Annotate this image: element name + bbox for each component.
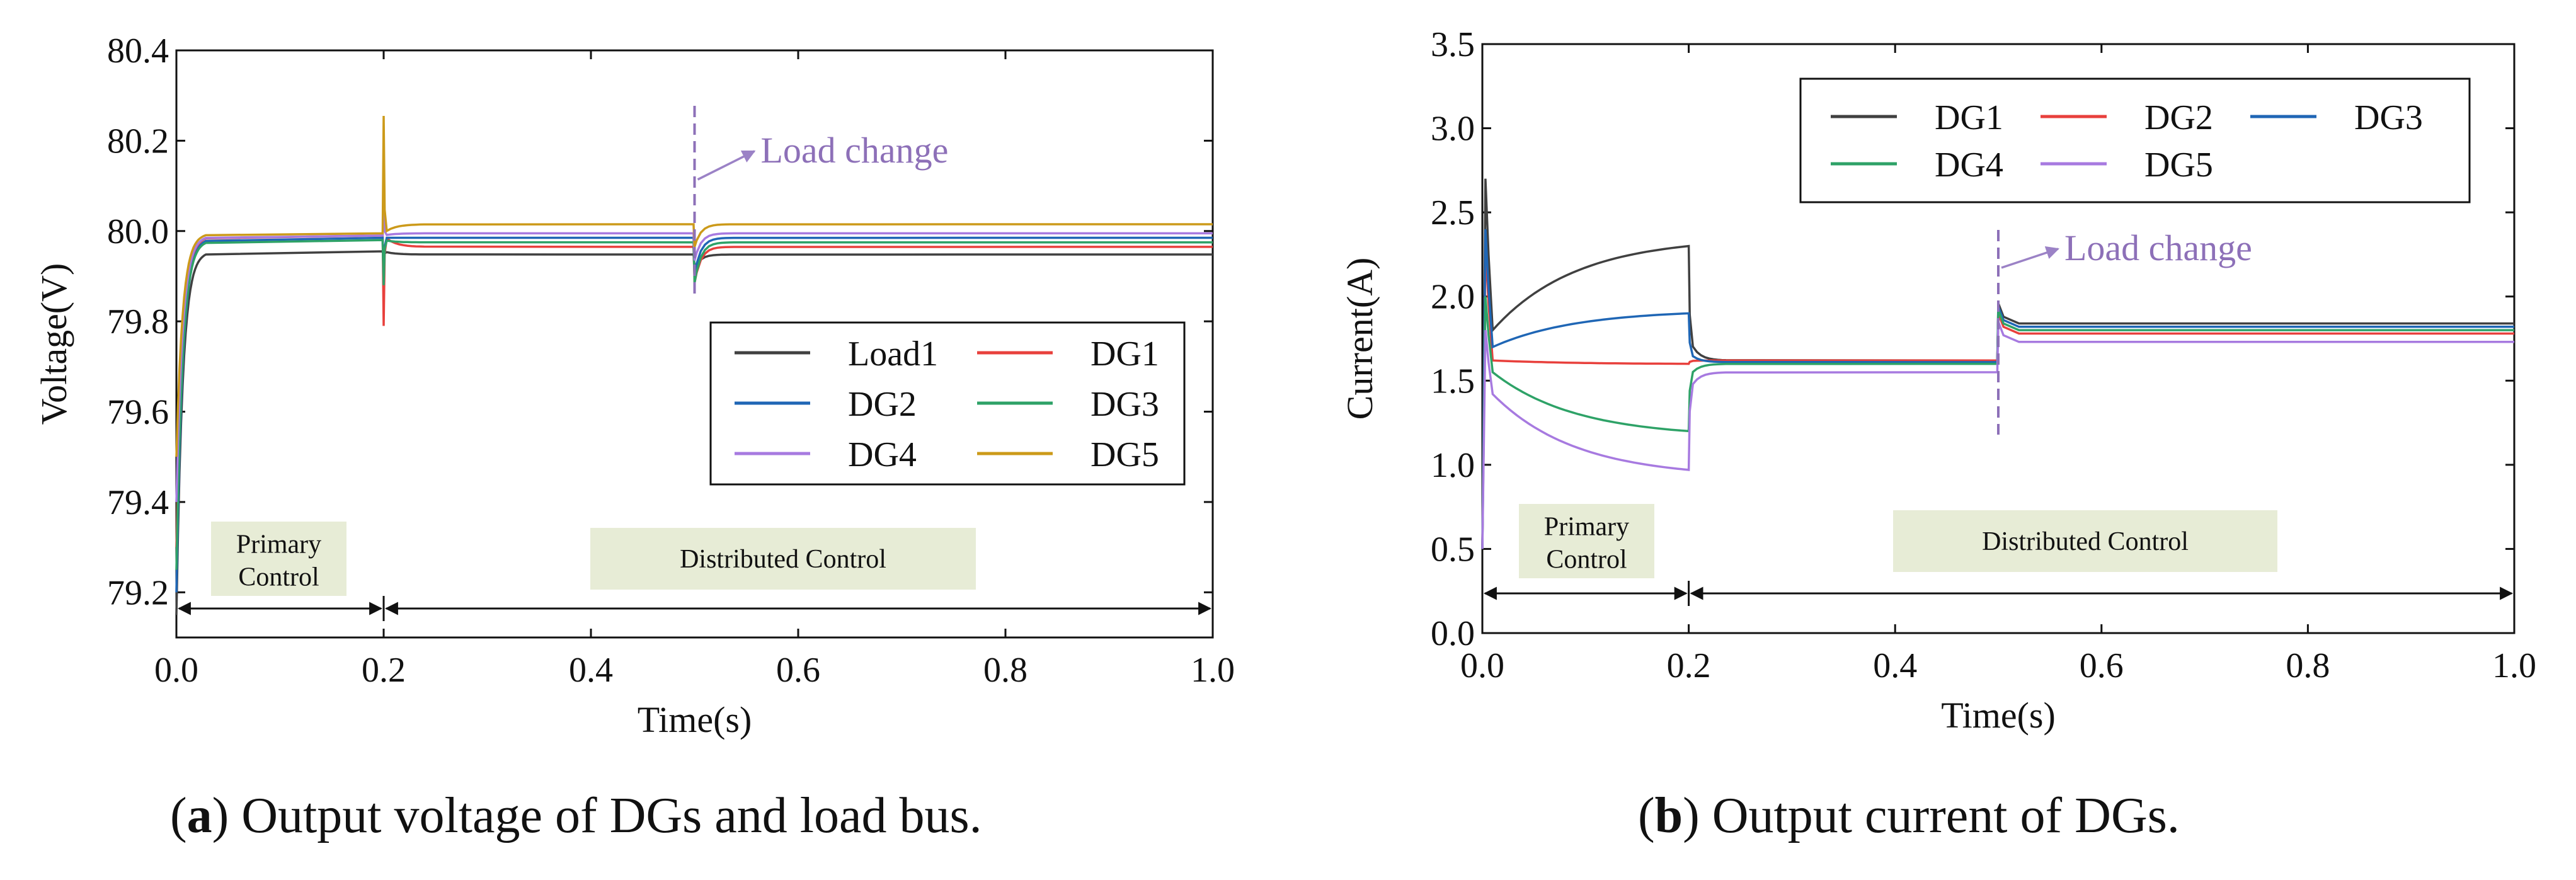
legend-label-dg3: DG3 xyxy=(1091,385,1159,424)
y-tick-label: 2.5 xyxy=(1431,193,1475,232)
y-tick-label: 3.5 xyxy=(1431,25,1475,64)
load-change-label: Load change xyxy=(761,130,949,171)
y-tick-label: 80.4 xyxy=(107,31,169,71)
series-line-dg4 xyxy=(175,213,1213,502)
load-change-arrow xyxy=(697,150,756,181)
y-tick-label: 80.2 xyxy=(107,122,169,161)
legend-label-dg1: DG1 xyxy=(1091,334,1159,374)
series-line-dg3 xyxy=(1481,229,2514,549)
x-tick-label: 1.0 xyxy=(2492,646,2536,685)
x-tick-label: 1.0 xyxy=(1191,651,1235,690)
series-line-dg1 xyxy=(1481,178,2514,549)
legend-label-dg5: DG5 xyxy=(2144,146,2213,185)
load-change-label: Load change xyxy=(2064,227,2252,268)
x-tick-label: 0.0 xyxy=(154,651,198,690)
series-line-dg5 xyxy=(1481,321,2514,549)
voltage-chart: 0.0 0.2 0.4 0.6 0.8 1.0 79.2 79.4 79.6 79.8 80.0 80… xyxy=(33,31,1235,740)
caption-letter: b xyxy=(1654,788,1683,843)
distributed-control-label: Distributed Control xyxy=(680,545,886,574)
x-tick-label: 0.2 xyxy=(362,651,406,690)
y-tick-label: 3.0 xyxy=(1431,110,1475,149)
x-tick-label: 0.6 xyxy=(2080,646,2124,685)
x-axis-label: Time(s) xyxy=(638,699,752,740)
y-axis-label: Current(A) xyxy=(1339,258,1380,420)
x-tick-label: 0.4 xyxy=(569,651,613,690)
legend-box xyxy=(1799,77,2471,203)
x-tick-label: 0.8 xyxy=(983,651,1028,690)
distributed-control-label: Distributed Control xyxy=(1982,527,2189,556)
load-change-arrow xyxy=(2001,246,2059,269)
legend-label-dg2: DG2 xyxy=(848,385,917,424)
primary-control-box xyxy=(211,522,346,596)
x-tick-label: 0.2 xyxy=(1667,646,1711,685)
y-tick-label: 1.5 xyxy=(1431,362,1475,401)
y-tick-label: 0.0 xyxy=(1431,614,1475,653)
caption-current-chart: (b) Output current of DGs. xyxy=(1638,788,2180,843)
x-tick-label: 0.4 xyxy=(1873,646,1917,685)
y-axis-label: Voltage(V) xyxy=(33,263,74,425)
series-line-dg3 xyxy=(175,239,1213,570)
distributed-control-box xyxy=(590,528,976,590)
y-tick-label: 0.5 xyxy=(1431,530,1475,569)
caption-text: Output voltage of DGs and load bus. xyxy=(229,788,982,843)
x-tick-label: 0.8 xyxy=(2286,646,2330,685)
y-tick-label: 79.2 xyxy=(107,573,169,612)
primary-control-label-line1: Primary xyxy=(1544,513,1629,542)
primary-control-label-line2: Control xyxy=(1546,545,1627,574)
primary-control-label-line2: Control xyxy=(238,563,319,591)
primary-control-label-line1: Primary xyxy=(236,530,321,559)
series-line-dg5 xyxy=(175,115,1213,457)
legend-label-dg5: DG5 xyxy=(1091,435,1159,474)
y-tick-label: 79.8 xyxy=(107,302,169,341)
x-tick-label: 0.0 xyxy=(1460,646,1504,685)
y-tick-label: 80.0 xyxy=(107,212,169,251)
x-tick-label: 0.6 xyxy=(776,651,820,690)
caption-voltage-chart: (a) Output voltage of DGs and load bus. xyxy=(170,788,982,843)
caption-text: Output current of DGs. xyxy=(1699,788,2180,843)
y-tick-label: 2.0 xyxy=(1431,278,1475,317)
legend-label-dg4: DG4 xyxy=(848,435,917,474)
plot-frame xyxy=(175,49,1214,639)
primary-control-box xyxy=(1519,504,1654,578)
current-chart: 0.0 0.2 0.4 0.6 0.8 1.0 0.0 0.5 1.0 1.5 2.0 2.5 3.0 3… xyxy=(1339,25,2536,736)
series-line-dg4 xyxy=(1481,296,2514,549)
plot-frame xyxy=(1481,43,2516,634)
y-tick-label: 79.4 xyxy=(107,483,169,522)
legend-label-dg3: DG3 xyxy=(2354,98,2423,137)
legend-label-dg4: DG4 xyxy=(1935,146,2003,185)
distributed-control-box xyxy=(1893,510,2277,572)
legend-label-dg1: DG1 xyxy=(1935,98,2003,137)
y-tick-label: 79.6 xyxy=(107,393,169,432)
caption-letter: a xyxy=(186,788,212,843)
y-tick-label: 1.0 xyxy=(1431,446,1475,485)
legend-label-dg2: DG2 xyxy=(2144,98,2213,137)
x-axis-label: Time(s) xyxy=(1941,695,2056,736)
legend-label-load1: Load1 xyxy=(848,334,938,374)
